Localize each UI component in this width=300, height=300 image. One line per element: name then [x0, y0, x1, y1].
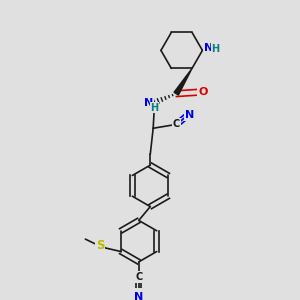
Text: C: C [135, 272, 142, 282]
Text: N: N [184, 110, 194, 120]
Text: C: C [172, 119, 180, 129]
Text: N: N [144, 98, 153, 108]
Text: S: S [96, 239, 104, 252]
Text: N: N [134, 292, 143, 300]
Text: O: O [198, 87, 208, 97]
Polygon shape [174, 68, 192, 95]
Text: H: H [151, 103, 159, 112]
Text: H: H [212, 44, 220, 54]
Text: N: N [204, 43, 213, 52]
